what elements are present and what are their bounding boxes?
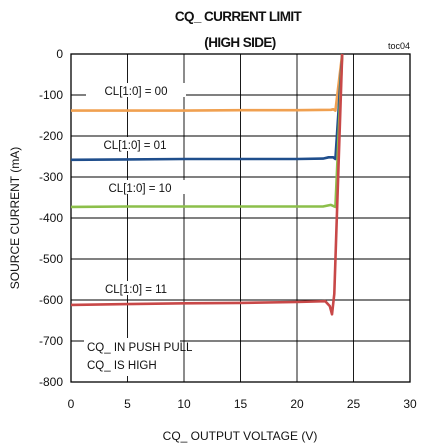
y-tick-label: -300 bbox=[39, 170, 63, 184]
grid-lines bbox=[71, 54, 410, 382]
x-tick-label: 25 bbox=[347, 397, 361, 411]
x-tick-label: 15 bbox=[234, 397, 248, 411]
y-axis-label: SOURCE CURRENT (mA) bbox=[8, 147, 22, 289]
series-label-01-text: CL[1:0] = 01 bbox=[104, 140, 167, 152]
y-tick-label: -600 bbox=[39, 293, 63, 307]
x-tick-label: 5 bbox=[124, 397, 131, 411]
y-tick-label: 0 bbox=[56, 47, 63, 61]
y-tick-labels: 0 -100 -200 -300 -400 -500 -600 -700 -800 bbox=[39, 47, 63, 389]
series-line-2 bbox=[70, 53, 344, 209]
x-tick-label: 20 bbox=[290, 397, 304, 411]
x-tick-labels: 0 5 10 15 20 25 30 bbox=[68, 397, 417, 411]
condition-note-line-1: CQ_ IN PUSH PULL bbox=[87, 342, 193, 354]
x-tick-label: 10 bbox=[177, 397, 191, 411]
y-tick-label: -700 bbox=[39, 334, 63, 348]
series-label-10-text: CL[1:0] = 10 bbox=[109, 183, 172, 195]
condition-note: CQ_ IN PUSH PULL CQ_ IS HIGH bbox=[84, 338, 193, 376]
y-tick-label: -800 bbox=[39, 375, 63, 389]
y-tick-label: -400 bbox=[39, 211, 63, 225]
figure-tag: toc04 bbox=[388, 41, 410, 51]
chart-subtitle: (HIGH SIDE) bbox=[204, 35, 276, 50]
series-label-00: CL[1:0] = 00 bbox=[86, 83, 186, 98]
series-label-10: CL[1:0] = 10 bbox=[90, 180, 190, 195]
x-axis-label: CQ_ OUTPUT VOLTAGE (V) bbox=[163, 429, 318, 443]
plot-frame bbox=[70, 53, 411, 383]
x-tick-label: 30 bbox=[403, 397, 417, 411]
series-line-1 bbox=[70, 53, 344, 162]
chart-title: CQ_ CURRENT LIMIT bbox=[175, 9, 303, 24]
y-tick-label: -500 bbox=[39, 252, 63, 266]
x-tick-label: 0 bbox=[68, 397, 75, 411]
series-line-3 bbox=[70, 53, 344, 316]
y-tick-label: -200 bbox=[39, 129, 63, 143]
series-line-0 bbox=[71, 53, 344, 112]
series-label-00-text: CL[1:0] = 00 bbox=[105, 86, 168, 98]
series-label-11-text: CL[1:0] = 11 bbox=[105, 284, 167, 296]
y-tick-label: -100 bbox=[39, 88, 63, 102]
data-series bbox=[70, 53, 344, 316]
series-label-01: CL[1:0] = 01 bbox=[90, 137, 180, 152]
series-label-11: CL[1:0] = 11 bbox=[92, 281, 180, 296]
condition-note-line-2: CQ_ IS HIGH bbox=[87, 360, 157, 372]
